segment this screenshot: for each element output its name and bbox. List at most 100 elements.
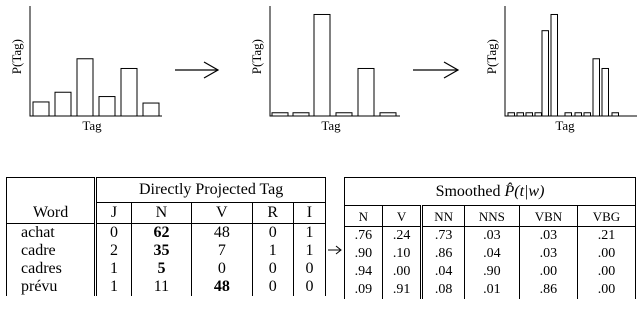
count-cell: 2 — [95, 242, 132, 260]
smoothed-title-prefix: Smoothed — [435, 182, 505, 200]
probability-cell: .86 — [519, 281, 578, 299]
probability-cell: .03 — [519, 226, 578, 245]
histogram-bar — [516, 112, 524, 117]
axis-lines — [29, 6, 162, 117]
table-row: cadres 1 5 0 0 0 — [5, 260, 327, 278]
probability-cell: .08 — [421, 281, 465, 299]
probability-cell: .90 — [344, 245, 383, 263]
count-cell: 0 — [191, 260, 253, 278]
probability-cell: .00 — [519, 263, 578, 281]
histogram-bar — [76, 58, 94, 117]
count-cell: 48 — [191, 223, 253, 242]
histogram-bar — [313, 13, 331, 117]
probability-cell: .09 — [344, 281, 383, 299]
x-axis-label: Tag — [321, 118, 341, 133]
tag-header: VBN — [519, 205, 578, 227]
count-cell: 35 — [131, 242, 193, 260]
histogram-bar — [592, 58, 600, 117]
count-cell: 1 — [252, 242, 294, 260]
histogram-bar — [357, 67, 375, 117]
projected-tag-group-header: Directly Projected Tag — [95, 177, 326, 203]
word-cell: cadres — [5, 260, 98, 278]
count-cell: 1 — [95, 278, 132, 296]
smoothed-probability-table: Smoothed P̂(t|w) N V NN NNS VBN VBG .76.… — [344, 177, 637, 299]
probability-cell: .91 — [382, 281, 424, 299]
probability-cell: .21 — [577, 226, 637, 245]
table-row: cadre 2 35 7 1 1 — [5, 242, 327, 260]
probability-cell: .76 — [344, 226, 383, 245]
tag-header: R — [252, 202, 294, 224]
smoothed-title-math: P̂(t|w) — [504, 182, 545, 200]
count-cell: 0 — [252, 223, 294, 242]
count-cell: 1 — [95, 260, 132, 278]
word-cell: cadre — [5, 242, 98, 260]
x-axis-label: Tag — [82, 118, 102, 133]
probability-cell: .00 — [577, 245, 637, 263]
histogram-bar — [601, 67, 609, 117]
histogram-bar — [541, 30, 549, 117]
probability-cell: .10 — [382, 245, 424, 263]
y-axis-label: P(Tag) — [484, 39, 499, 74]
table-arrow — [328, 245, 342, 255]
count-cell: 1 — [293, 242, 327, 260]
table-row: .94.00.04.90.00.00 — [344, 263, 637, 281]
count-cell: 1 — [293, 223, 327, 242]
word-header-spacer — [5, 177, 98, 203]
probability-cell: .00 — [382, 263, 424, 281]
probability-cell: .73 — [421, 226, 465, 245]
histogram-bar — [98, 96, 116, 117]
histogram-bar — [32, 101, 50, 117]
tag-header: V — [382, 205, 424, 227]
tag-header: N — [131, 202, 193, 224]
count-cell: 7 — [191, 242, 253, 260]
histogram-bar — [611, 112, 619, 117]
histogram-bar — [335, 112, 353, 117]
probability-cell: .00 — [577, 263, 637, 281]
histogram-bar — [120, 67, 138, 117]
table-row: .90.10.86.04.03.00 — [344, 245, 637, 263]
y-axis-label: P(Tag) — [249, 39, 264, 74]
probability-cell: .86 — [421, 245, 465, 263]
tag-header: I — [293, 202, 327, 224]
count-cell: 11 — [131, 278, 193, 296]
word-cell: prévu — [5, 278, 98, 296]
histogram-bar — [292, 112, 310, 117]
tag-header: J — [95, 202, 132, 224]
count-cell: 62 — [131, 223, 193, 242]
probability-cell: .00 — [577, 281, 637, 299]
axis-lines — [269, 6, 400, 117]
tag-header: VBG — [577, 205, 637, 227]
histogram-panels: P(Tag) Tag P(Tag) Tag P(Tag) Tag — [9, 6, 637, 133]
probability-cell: .04 — [464, 245, 520, 263]
y-axis-label: P(Tag) — [9, 39, 24, 74]
transition-arrow-1 — [175, 61, 220, 79]
x-axis-label: Tag — [555, 118, 575, 133]
count-cell: 48 — [191, 278, 253, 296]
histogram-bar — [142, 102, 160, 117]
histogram-bar — [271, 112, 289, 117]
tag-header: NNS — [464, 205, 520, 227]
word-column-header: Word — [5, 202, 98, 224]
histogram-bar — [507, 112, 515, 117]
smoothed-title: Smoothed P̂(t|w) — [344, 177, 636, 206]
probability-cell: .94 — [344, 263, 383, 281]
table-row: .76.24.73.03.03.21 — [344, 226, 637, 245]
table-row: prévu 1 11 48 0 0 — [5, 278, 327, 296]
histogram-bar — [583, 112, 591, 117]
count-cell: 0 — [293, 278, 327, 296]
count-cell: 0 — [252, 260, 294, 278]
histogram-bar — [54, 91, 72, 117]
count-cell: 0 — [95, 223, 132, 242]
count-cell: 0 — [252, 278, 294, 296]
histogram-bar — [550, 13, 558, 117]
tag-header: V — [191, 202, 253, 224]
word-cell: achat — [5, 223, 98, 242]
histogram-bar — [534, 112, 542, 117]
projected-tag-counts-table: Directly Projected Tag Word J N V R I ac… — [5, 177, 327, 296]
table-row: .09.91.08.01.86.00 — [344, 281, 637, 299]
histogram-bar — [525, 112, 533, 117]
probability-cell: .01 — [464, 281, 520, 299]
probability-cell: .03 — [519, 245, 578, 263]
count-cell: 0 — [293, 260, 327, 278]
smoothed-rows: .76.24.73.03.03.21.90.10.86.04.03.00.94.… — [344, 226, 637, 299]
